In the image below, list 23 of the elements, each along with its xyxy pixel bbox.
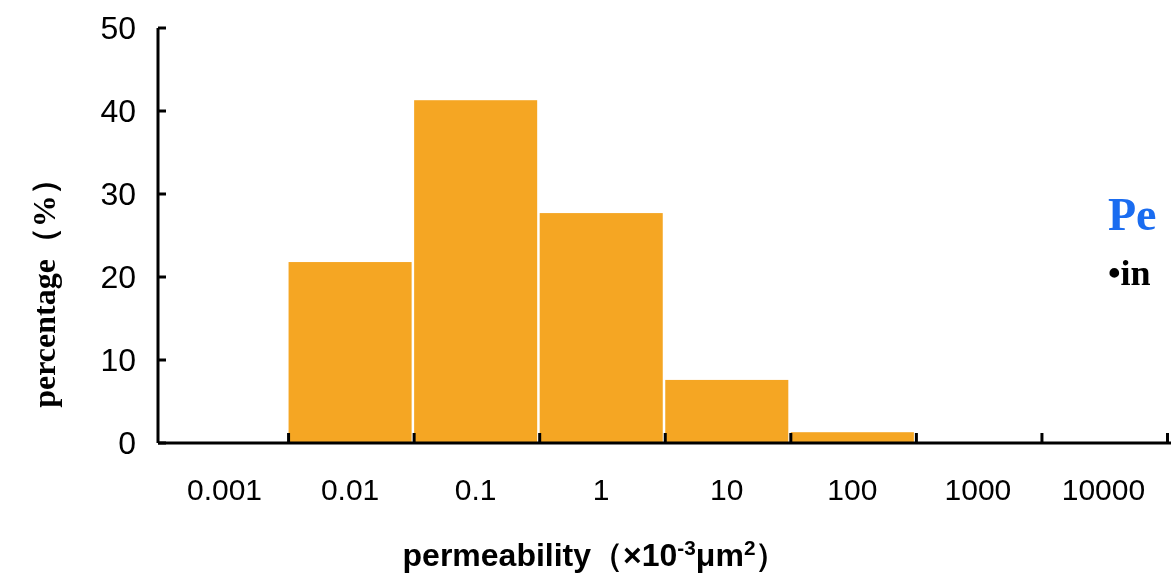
x-tick-label: 100: [827, 473, 878, 506]
y-tick-label: 0: [118, 425, 136, 462]
x-tick-label: 1000: [944, 473, 1012, 506]
annotation: Pe: [1108, 189, 1157, 240]
y-axis-title: percentage（%）: [26, 163, 62, 408]
bar: [665, 379, 789, 443]
y-tick-label: 50: [100, 10, 136, 47]
annotation: •in: [1108, 253, 1151, 293]
bar: [539, 213, 663, 443]
y-tick-label: 30: [100, 176, 136, 213]
x-tick-label: 0.001: [186, 473, 263, 506]
x-axis-title: permeability（×10$^{-3}$μm$^{2}$）: [402, 535, 788, 573]
x-tick-label: 1: [592, 473, 610, 506]
y-tick-label: 20: [100, 259, 136, 296]
bar: [288, 262, 412, 443]
x-tick-label: 0.01: [320, 473, 380, 506]
x-tick-label: 0.1: [454, 473, 497, 506]
y-tick-label: 10: [100, 342, 136, 379]
x-tick-label: 10: [710, 473, 744, 506]
bar: [414, 100, 538, 443]
bar: [790, 432, 914, 443]
y-tick-label: 40: [100, 93, 136, 130]
x-tick-label: 10000: [1061, 473, 1146, 506]
